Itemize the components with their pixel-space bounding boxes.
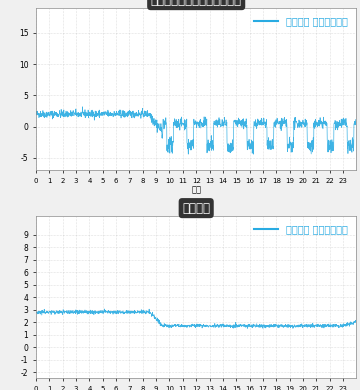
Legend: ウルトラ エコ・アイス: ウルトラ エコ・アイス [250,221,351,238]
X-axis label: 時間: 時間 [191,185,201,194]
Title: 精肉ショーケースの吹出温度: 精肉ショーケースの吹出温度 [151,0,242,7]
Title: 食品温度: 食品温度 [182,202,210,214]
Legend: ウルトラ エコ・アイス: ウルトラ エコ・アイス [250,12,351,30]
